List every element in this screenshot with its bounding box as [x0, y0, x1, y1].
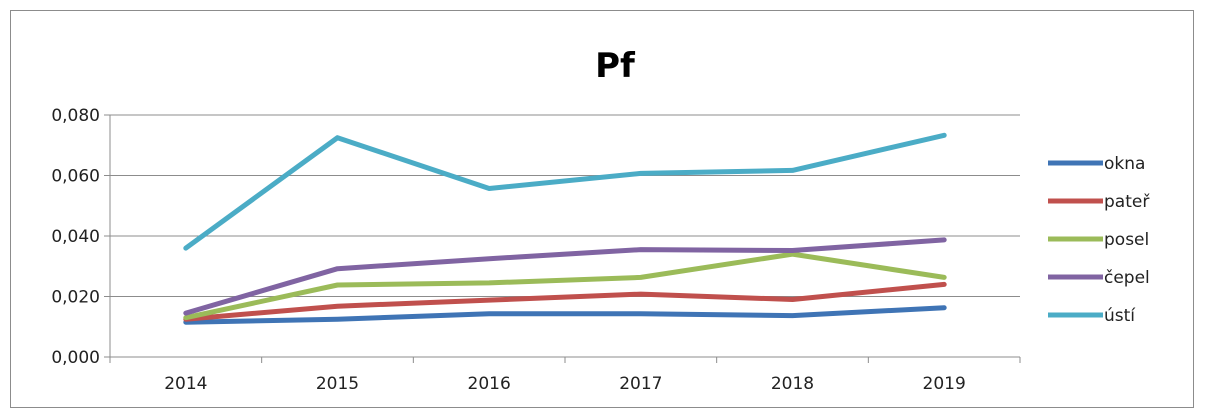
y-axis-tick-labels: 0,000 0,020 0,040 0,060 0,080 — [51, 106, 100, 368]
x-tick-label: 2014 — [164, 374, 207, 394]
x-axis-tick-labels: 2014 2015 2016 2017 2018 2019 — [164, 374, 966, 394]
x-tick-label: 2019 — [923, 374, 966, 394]
chart-title: Pf — [595, 46, 636, 86]
x-tick-label: 2017 — [619, 374, 662, 394]
legend-label: ústí — [1104, 306, 1136, 326]
series-lines — [183, 132, 947, 325]
y-tick-label: 0,000 — [51, 348, 100, 368]
axes — [104, 114, 1021, 363]
legend-label: pateř — [1104, 192, 1150, 212]
series-line-pateř — [183, 281, 947, 322]
y-tick-label: 0,020 — [51, 288, 100, 308]
legend: okna pateř posel čepel ústí — [1048, 154, 1150, 326]
legend-label: posel — [1104, 230, 1149, 250]
series-line-čepel — [183, 237, 947, 316]
series-line-okna — [183, 305, 947, 325]
series-line-ústí — [183, 132, 947, 251]
y-tick-label: 0,040 — [51, 227, 100, 247]
x-tick-label: 2016 — [468, 374, 511, 394]
series-line-posel — [183, 251, 947, 321]
legend-label: čepel — [1104, 268, 1150, 288]
y-tick-label: 0,060 — [51, 167, 100, 187]
chart-frame — [10, 10, 1194, 408]
x-tick-label: 2015 — [316, 374, 359, 394]
x-tick-label: 2018 — [771, 374, 814, 394]
legend-label: okna — [1104, 154, 1145, 174]
y-tick-label: 0,080 — [51, 106, 100, 126]
